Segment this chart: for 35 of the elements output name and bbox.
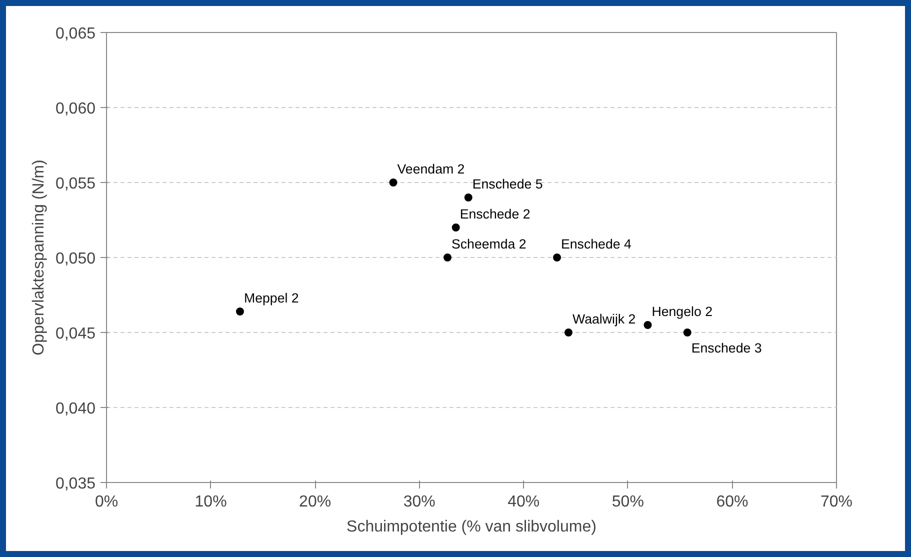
x-tick-label: 20% — [299, 494, 332, 510]
annotation: Waalwijk 2 — [572, 312, 636, 326]
x-tick-label: 10% — [194, 494, 227, 510]
x-tick-label: 60% — [716, 494, 748, 510]
annotation: Enschede 5 — [472, 176, 543, 192]
point — [644, 321, 652, 329]
y-tick-label: 0,055 — [55, 176, 96, 192]
point — [452, 224, 460, 232]
annotation: Enschede 2 — [460, 206, 530, 222]
point — [464, 194, 472, 202]
y-tick-label: 0,040 — [55, 400, 96, 418]
y-tick-label: 0,045 — [55, 326, 96, 342]
point — [236, 308, 244, 316]
point — [444, 254, 452, 262]
x-tick-label: 0% — [94, 494, 118, 510]
annotation: Enschede 4 — [561, 236, 632, 252]
y-tick-label: 0,065 — [55, 26, 96, 42]
point — [683, 328, 692, 336]
y-tick-label: 0,060 — [55, 100, 96, 118]
x-tick-label: 50% — [612, 494, 644, 510]
point — [564, 328, 572, 336]
x-tick-label: 30% — [403, 494, 436, 510]
x-axis-title: Schuimpotentie (% van slibvolume) — [346, 518, 596, 536]
annotation: Veendam 2 — [397, 162, 465, 176]
y-tick-label: 0,050 — [55, 250, 96, 268]
y-axis-title: Oppervlaktespanning (N/m) — [30, 160, 48, 356]
annotation: Hengelo 2 — [652, 304, 713, 319]
point — [553, 254, 562, 262]
annotation: Scheemda 2 — [452, 236, 526, 252]
annotation: Enschede 3 — [691, 340, 762, 356]
y-tick-label: 0,035 — [55, 476, 96, 492]
x-tick-label: 40% — [508, 494, 540, 510]
point — [389, 178, 398, 186]
x-tick-label: 70% — [820, 494, 853, 510]
annotation: Meppel 2 — [244, 290, 299, 306]
